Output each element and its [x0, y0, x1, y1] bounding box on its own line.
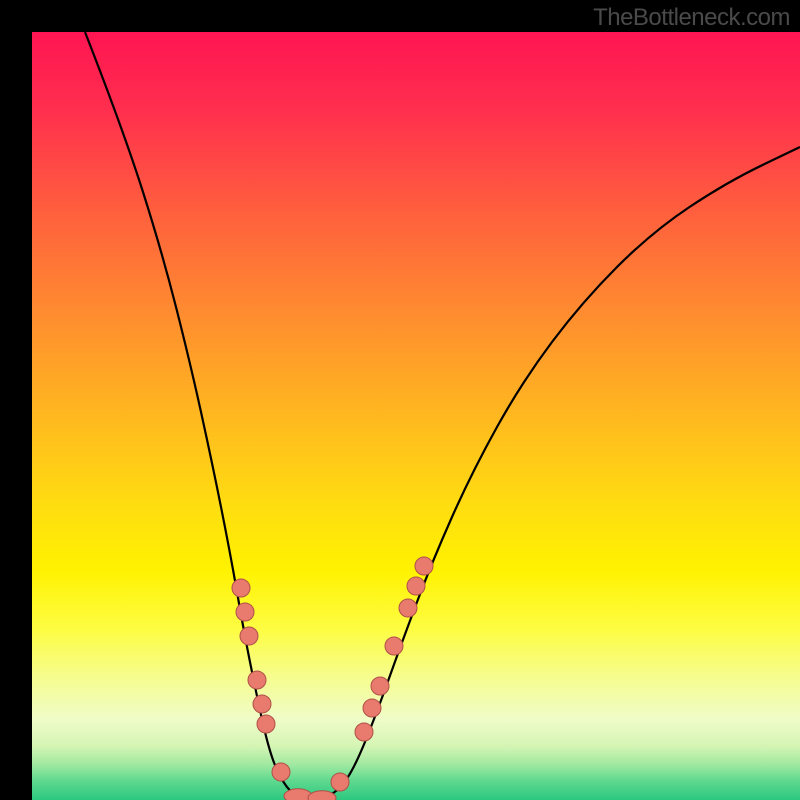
data-marker [371, 677, 389, 695]
data-marker [415, 557, 433, 575]
data-marker [253, 695, 271, 713]
data-marker [308, 791, 336, 800]
chart-curves [32, 32, 800, 800]
data-marker [272, 763, 290, 781]
curve-left-branch [85, 32, 302, 799]
data-markers-group [232, 557, 433, 800]
data-marker [385, 637, 403, 655]
data-marker [257, 715, 275, 733]
data-marker [355, 723, 373, 741]
data-marker [232, 579, 250, 597]
data-marker [240, 627, 258, 645]
data-marker [407, 577, 425, 595]
data-marker [236, 603, 254, 621]
data-marker [248, 671, 266, 689]
data-marker [331, 773, 349, 791]
data-marker [399, 599, 417, 617]
watermark-label: TheBottleneck.com [593, 4, 790, 32]
data-marker [363, 699, 381, 717]
chart-plot-area [32, 32, 800, 800]
